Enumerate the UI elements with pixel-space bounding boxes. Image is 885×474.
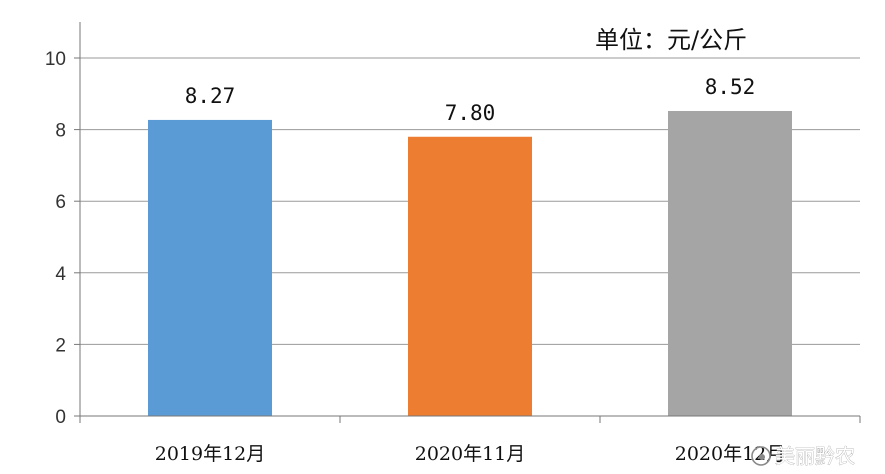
data-label-2: 7.80 xyxy=(445,101,496,125)
y-tick-label-4: 4 xyxy=(55,264,66,285)
bar-2 xyxy=(408,136,532,416)
watermark: 美丽黔农 xyxy=(751,444,855,468)
data-label-3: 8.52 xyxy=(705,75,756,99)
y-tick-label-6: 6 xyxy=(55,192,66,213)
data-label-1: 8.27 xyxy=(185,84,236,108)
category-label-3: 2020年12月 xyxy=(675,443,786,465)
y-tick-label-10: 10 xyxy=(45,49,66,70)
y-tick-label-2: 2 xyxy=(55,335,66,356)
y-axis-ticks: 0 2 4 6 8 10 xyxy=(45,22,81,428)
bar-3 xyxy=(668,110,792,416)
y-tick-label-0: 0 xyxy=(55,407,66,428)
category-label-2: 2020年11月 xyxy=(415,443,526,465)
bar-1 xyxy=(148,119,272,417)
category-labels: 2019年12月 2020年11月 2020年12月 xyxy=(155,443,786,465)
bars xyxy=(148,110,792,417)
unit-label: 单位：元/公斤 xyxy=(595,26,747,54)
x-axis xyxy=(79,415,861,423)
data-labels: 8.27 7.80 8.52 xyxy=(185,75,756,125)
watermark-text: 美丽黔农 xyxy=(775,444,855,468)
weibo-icon xyxy=(751,446,771,466)
category-label-1: 2019年12月 xyxy=(155,443,266,465)
y-tick-label-8: 8 xyxy=(55,121,66,142)
